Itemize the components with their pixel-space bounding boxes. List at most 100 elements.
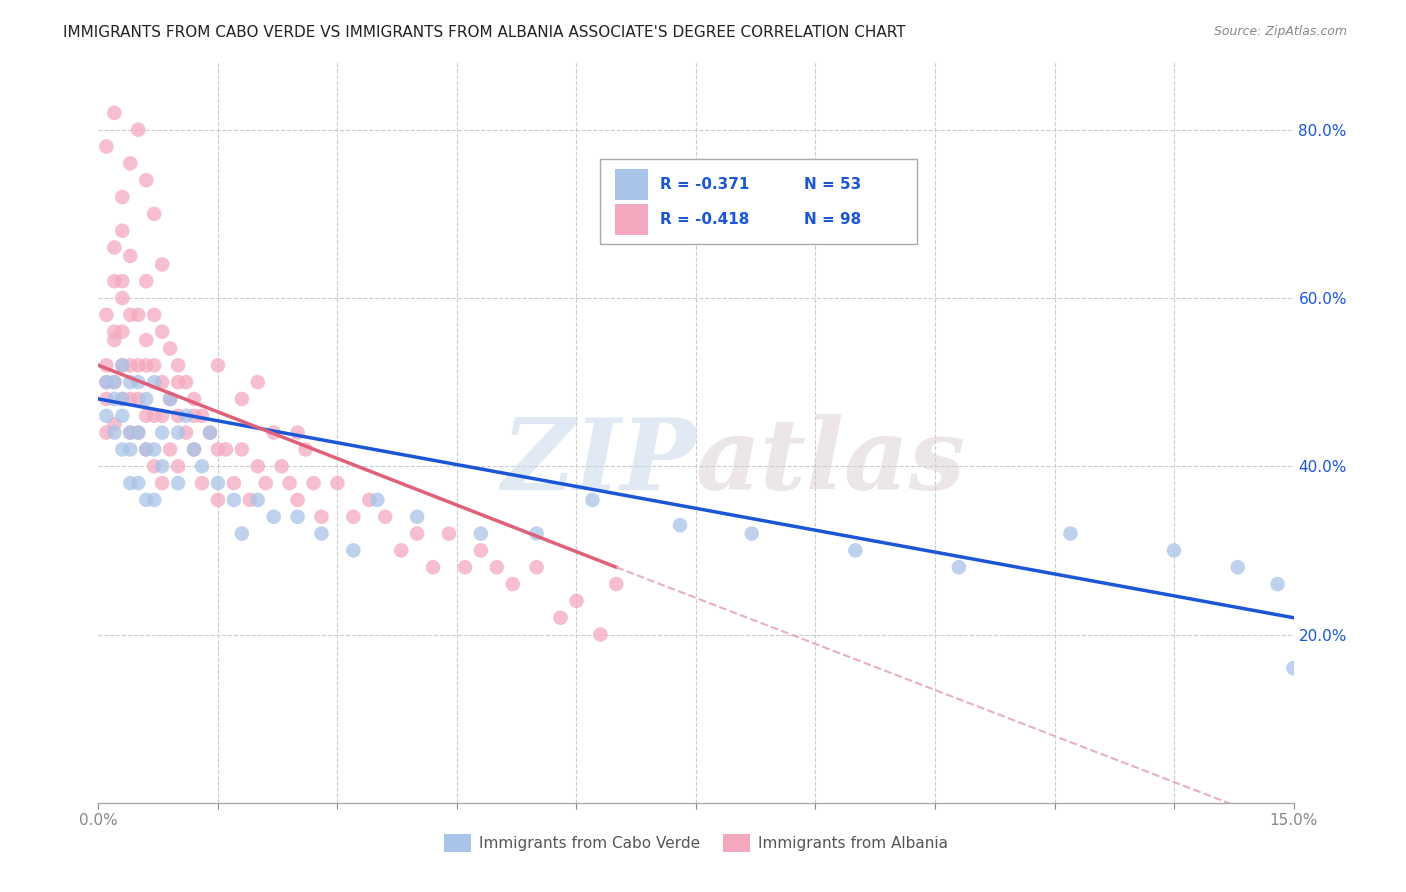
Point xyxy=(120,442,142,457)
Point xyxy=(287,509,309,524)
Point xyxy=(246,492,269,507)
Point xyxy=(1267,577,1289,591)
Point xyxy=(103,106,125,120)
Point xyxy=(120,425,142,440)
Point xyxy=(167,459,190,474)
Point xyxy=(111,409,134,423)
Point xyxy=(96,139,118,153)
Point xyxy=(150,425,173,440)
Point xyxy=(111,274,134,288)
Point xyxy=(1163,543,1185,558)
Point xyxy=(143,459,166,474)
Point xyxy=(326,476,349,491)
Point xyxy=(135,442,157,457)
Point xyxy=(120,308,142,322)
Point xyxy=(550,610,572,624)
Point xyxy=(111,359,134,373)
Point xyxy=(159,392,181,406)
Point xyxy=(198,425,221,440)
Point xyxy=(231,442,253,457)
Point xyxy=(526,526,548,541)
Point xyxy=(167,476,190,491)
Point xyxy=(96,308,118,322)
Point xyxy=(470,526,492,541)
Point xyxy=(246,375,269,389)
Point xyxy=(183,442,205,457)
Point xyxy=(502,577,524,591)
Point xyxy=(485,560,508,574)
Point xyxy=(150,257,173,271)
Point xyxy=(422,560,444,574)
Point xyxy=(741,526,763,541)
Point xyxy=(127,308,149,322)
Point xyxy=(263,509,285,524)
Point xyxy=(1282,661,1305,675)
Point xyxy=(454,560,477,574)
Point xyxy=(231,526,253,541)
Point xyxy=(406,526,429,541)
Point xyxy=(135,492,157,507)
Point xyxy=(120,375,142,389)
Point xyxy=(143,492,166,507)
Point xyxy=(342,509,364,524)
Point xyxy=(222,476,245,491)
Point xyxy=(103,274,125,288)
Text: atlas: atlas xyxy=(696,414,966,510)
Point xyxy=(111,190,134,204)
Point xyxy=(311,526,333,541)
Point xyxy=(96,392,118,406)
Point xyxy=(135,359,157,373)
Point xyxy=(191,459,214,474)
Point xyxy=(159,442,181,457)
Point xyxy=(254,476,277,491)
Text: R = -0.418: R = -0.418 xyxy=(661,212,749,227)
Point xyxy=(246,459,269,474)
Point xyxy=(111,359,134,373)
Point xyxy=(120,425,142,440)
Point xyxy=(278,476,301,491)
Point xyxy=(183,392,205,406)
Text: ZIP: ZIP xyxy=(501,414,696,510)
Point xyxy=(183,442,205,457)
Point xyxy=(135,333,157,347)
Point xyxy=(103,325,125,339)
Point xyxy=(167,425,190,440)
Point xyxy=(103,375,125,389)
FancyBboxPatch shape xyxy=(600,159,917,244)
Bar xyxy=(614,169,648,200)
Text: N = 98: N = 98 xyxy=(804,212,860,227)
Point xyxy=(135,409,157,423)
Point xyxy=(183,409,205,423)
Point xyxy=(96,409,118,423)
Point xyxy=(287,425,309,440)
Legend: Immigrants from Cabo Verde, Immigrants from Albania: Immigrants from Cabo Verde, Immigrants f… xyxy=(437,829,955,858)
Point xyxy=(143,442,166,457)
Point xyxy=(207,476,229,491)
Point xyxy=(174,375,197,389)
Text: R = -0.371: R = -0.371 xyxy=(661,178,749,192)
Point xyxy=(103,240,125,255)
Point xyxy=(120,359,142,373)
Point xyxy=(135,442,157,457)
Point xyxy=(143,409,166,423)
Point xyxy=(287,492,309,507)
Point xyxy=(191,409,214,423)
Point xyxy=(294,442,316,457)
Point xyxy=(150,476,173,491)
Point xyxy=(127,392,149,406)
Point xyxy=(103,425,125,440)
Point xyxy=(135,392,157,406)
Point xyxy=(143,207,166,221)
Point xyxy=(159,392,181,406)
Point xyxy=(103,417,125,432)
Point xyxy=(111,392,134,406)
Point xyxy=(167,375,190,389)
Point xyxy=(127,122,149,136)
Point xyxy=(437,526,460,541)
Point xyxy=(526,560,548,574)
Point xyxy=(120,476,142,491)
Point xyxy=(96,425,118,440)
Point xyxy=(1059,526,1081,541)
Point xyxy=(135,173,157,187)
Point xyxy=(111,224,134,238)
